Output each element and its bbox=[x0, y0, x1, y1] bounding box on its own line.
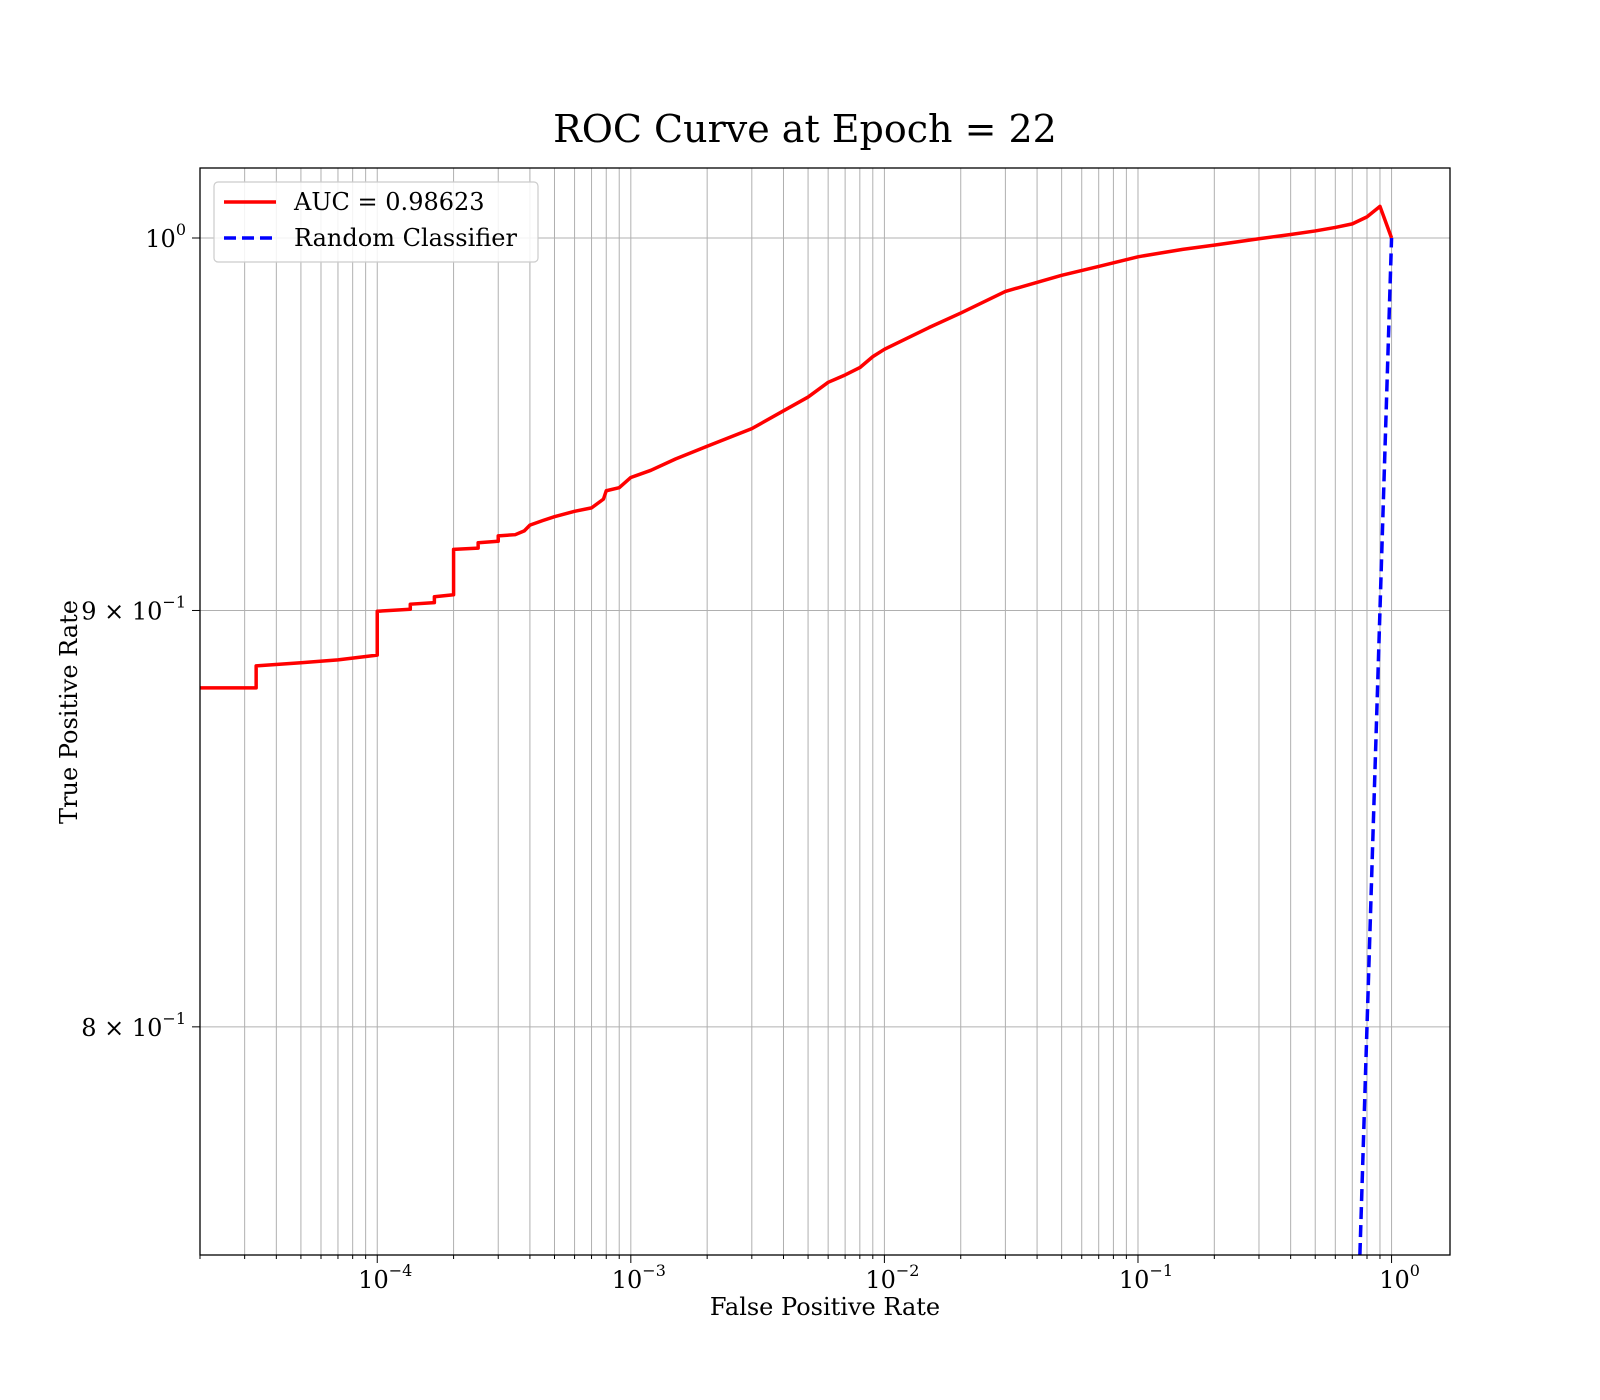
y-tick-label: 9 × 10−1 bbox=[81, 592, 186, 625]
legend-box bbox=[213, 181, 539, 263]
x-tick-label: 10−1 bbox=[1119, 1261, 1173, 1294]
grid bbox=[199, 168, 1450, 1255]
y-axis-label: True Positive Rate bbox=[55, 600, 83, 824]
x-axis-label: False Positive Rate bbox=[710, 1293, 940, 1321]
x-tick-label: 10−4 bbox=[358, 1261, 412, 1294]
x-tick-label: 10−3 bbox=[612, 1261, 666, 1294]
roc-curve-line bbox=[200, 204, 1394, 690]
plot-frame bbox=[199, 167, 1451, 1256]
random-classifier-line bbox=[1358, 237, 1394, 1255]
ticks: 100 9 × 10−1 8 × 10−1 10−4 10−3 10−2 10−1 100 bbox=[81, 220, 1420, 1294]
legend-label-auc: AUC = 0.98623 bbox=[293, 188, 485, 216]
x-tick-label: 10−2 bbox=[865, 1261, 919, 1294]
legend: AUC = 0.98623 Random Classifier bbox=[213, 181, 539, 263]
plot-area bbox=[200, 204, 1394, 1255]
y-tick-label: 8 × 10−1 bbox=[81, 1009, 186, 1042]
x-tick-label: 100 bbox=[1379, 1261, 1420, 1294]
series-layer bbox=[200, 204, 1394, 1255]
legend-label-random: Random Classifier bbox=[294, 224, 517, 252]
y-tick-label: 100 bbox=[145, 220, 186, 253]
chart-title: ROC Curve at Epoch = 22 bbox=[553, 107, 1057, 151]
